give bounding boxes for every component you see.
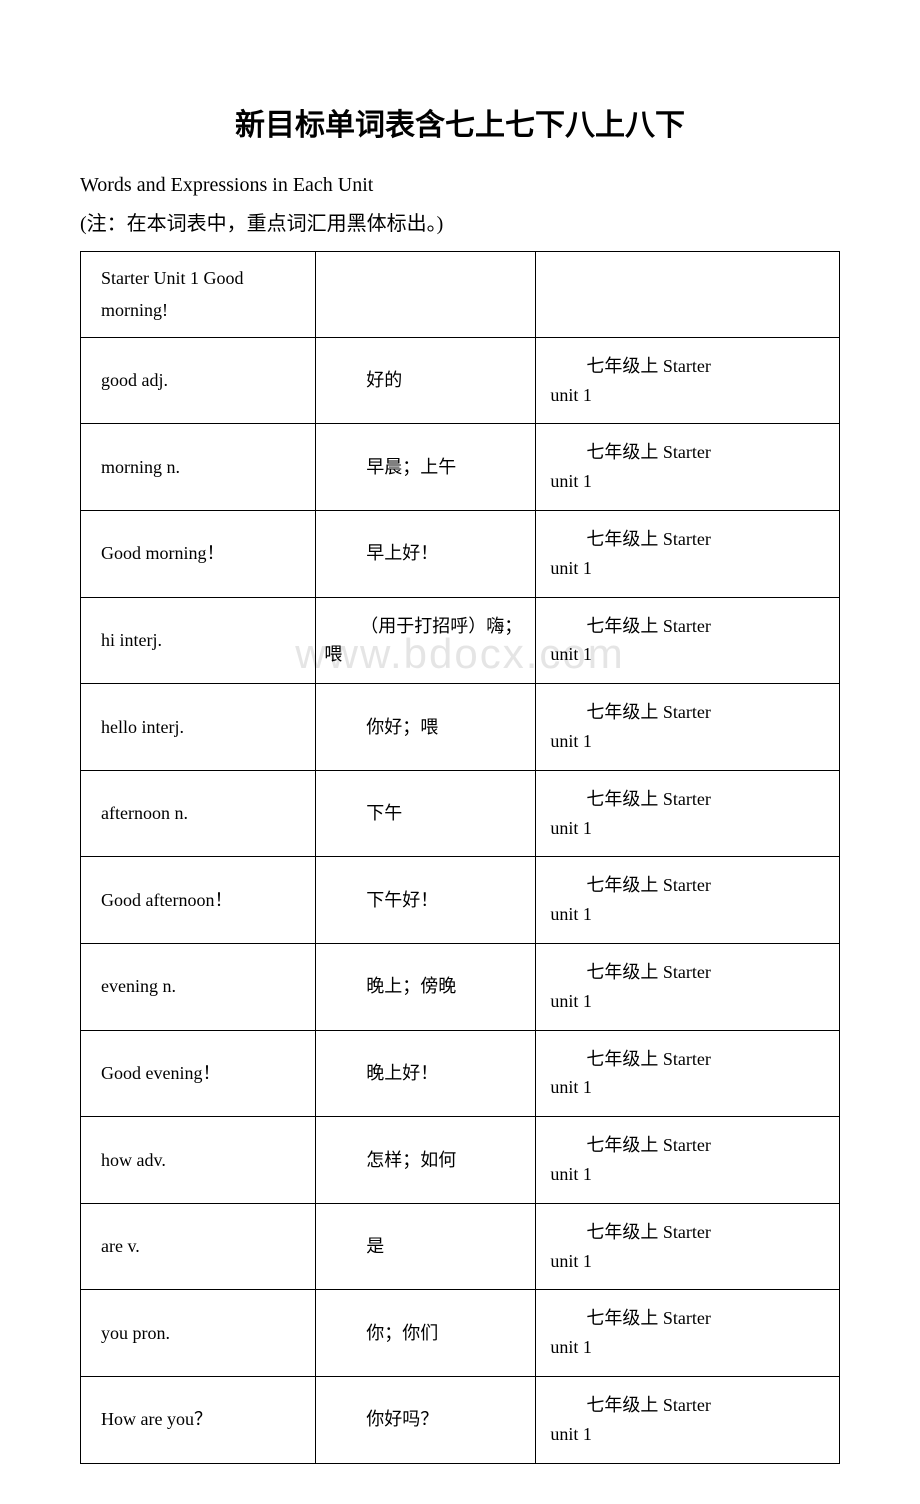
table-row: evening n.晚上；傍晚七年级上 Starterunit 1 [81,943,840,1030]
table-row: Good morning！早上好！七年级上 Starterunit 1 [81,510,840,597]
table-row: Good evening！晚上好！七年级上 Starterunit 1 [81,1030,840,1117]
word-cell: morning n. [81,424,316,511]
meaning-cell: 下午好！ [316,857,536,944]
word-cell: good adj. [81,337,316,424]
meaning-cell: 早上好！ [316,510,536,597]
unit-cell: 七年级上 Starterunit 1 [536,1203,840,1290]
word-cell: evening n. [81,943,316,1030]
table-row: hi interj.（用于打招呼）嗨；喂七年级上 Starterunit 1 [81,597,840,684]
meaning-cell: 怎样；如何 [316,1117,536,1204]
unit-cell: 七年级上 Starterunit 1 [536,1117,840,1204]
table-row: morning n.早晨；上午七年级上 Starterunit 1 [81,424,840,511]
unit-cell: 七年级上 Starterunit 1 [536,943,840,1030]
meaning-cell: （用于打招呼）嗨；喂 [316,597,536,684]
unit-cell: 七年级上 Starterunit 1 [536,1376,840,1463]
word-cell: Good morning！ [81,510,316,597]
word-cell: hello interj. [81,684,316,771]
word-cell: how adv. [81,1117,316,1204]
meaning-cell: 下午 [316,770,536,857]
table-header-row: Starter Unit 1 Good morning! [81,252,840,338]
unit-cell: 七年级上 Starterunit 1 [536,1030,840,1117]
unit-cell: 七年级上 Starterunit 1 [536,510,840,597]
meaning-cell: 好的 [316,337,536,424]
word-cell: How are you？ [81,1376,316,1463]
page-content: 新目标单词表含七上七下八上八下 Words and Expressions in… [80,100,840,1464]
unit-cell: 七年级上 Starterunit 1 [536,684,840,771]
word-cell: Good evening！ [81,1030,316,1117]
unit-cell: 七年级上 Starterunit 1 [536,337,840,424]
word-cell: hi interj. [81,597,316,684]
table-row: good adj.好的七年级上 Starterunit 1 [81,337,840,424]
table-row: afternoon n.下午七年级上 Starterunit 1 [81,770,840,857]
word-cell: Good afternoon！ [81,857,316,944]
table-row: hello interj.你好；喂七年级上 Starterunit 1 [81,684,840,771]
unit-cell: 七年级上 Starterunit 1 [536,424,840,511]
meaning-cell: 你好吗？ [316,1376,536,1463]
word-cell: you pron. [81,1290,316,1377]
meaning-cell: 早晨；上午 [316,424,536,511]
word-cell: are v. [81,1203,316,1290]
header-cell-3 [536,252,840,338]
table-row: you pron.你；你们七年级上 Starterunit 1 [81,1290,840,1377]
table-row: are v.是七年级上 Starterunit 1 [81,1203,840,1290]
meaning-cell: 你好；喂 [316,684,536,771]
table-row: Good afternoon！下午好！七年级上 Starterunit 1 [81,857,840,944]
meaning-cell: 是 [316,1203,536,1290]
subtitle: Words and Expressions in Each Unit [80,174,840,197]
word-cell: afternoon n. [81,770,316,857]
unit-cell: 七年级上 Starterunit 1 [536,770,840,857]
vocabulary-table: Starter Unit 1 Good morning! good adj.好的… [80,251,840,1464]
page-title: 新目标单词表含七上七下八上八下 [80,100,840,144]
table-row: How are you？你好吗？七年级上 Starterunit 1 [81,1376,840,1463]
unit-cell: 七年级上 Starterunit 1 [536,857,840,944]
unit-cell: 七年级上 Starterunit 1 [536,1290,840,1377]
meaning-cell: 晚上好！ [316,1030,536,1117]
note-text: (注：在本词表中，重点词汇用黑体标出。) [80,207,840,236]
table-row: how adv.怎样；如何七年级上 Starterunit 1 [81,1117,840,1204]
header-cell-1: Starter Unit 1 Good morning! [81,252,316,338]
meaning-cell: 你；你们 [316,1290,536,1377]
header-cell-2 [316,252,536,338]
unit-cell: 七年级上 Starterunit 1 [536,597,840,684]
meaning-cell: 晚上；傍晚 [316,943,536,1030]
